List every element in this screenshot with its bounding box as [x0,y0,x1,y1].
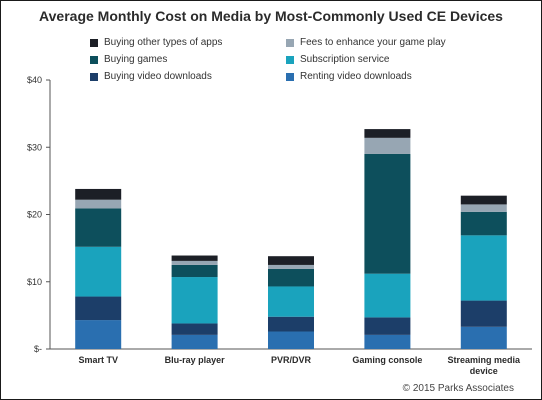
legend-label-buying-games: Buying games [104,54,168,65]
bar-gaming-console-subscription-service [364,273,411,318]
x-tick-label: Streaming media [448,355,522,365]
bar-pvr-dvr-renting-video-downloads [268,331,314,349]
bar-pvr-dvr-buying-other-types-of-apps [268,256,314,265]
bar-gaming-console-buying-other-types-of-apps [364,129,411,138]
legend-swatch-renting-video [286,72,294,81]
x-tick-label: Blu-ray player [165,355,226,365]
y-tick-label: $- [34,344,42,354]
bar-gaming-console-renting-video-downloads [364,334,411,349]
legend-label-subscription: Subscription service [300,54,390,65]
bar-blu-ray-player-renting-video-downloads [171,334,218,349]
bar-blu-ray-player-buying-video-downloads [171,323,218,335]
chart-title: Average Monthly Cost on Media by Most-Co… [39,8,503,24]
legend-item-other-apps: Buying other types of apps [90,36,222,49]
legend-item-renting-video: Renting video downloads [286,70,412,83]
bar-smart-tv-buying-video-downloads [75,296,122,321]
bar-blu-ray-player-buying-games [171,264,218,278]
bar-pvr-dvr-buying-video-downloads [268,316,314,332]
bar-gaming-console-fees-to-enhance-your-game-play [364,137,411,154]
bar-blu-ray-player-subscription-service [171,277,218,324]
bar-streaming-media-device-buying-games [460,211,507,236]
bar-smart-tv-renting-video-downloads [75,320,122,349]
x-tick-label: Gaming console [352,355,422,365]
legend-swatch-buying-video [90,72,98,81]
legend-swatch-buying-games [90,55,98,64]
bar-streaming-media-device-subscription-service [460,235,507,301]
bar-gaming-console-buying-games [364,153,411,274]
legend-label-game-fees: Fees to enhance your game play [300,37,446,48]
bar-smart-tv-buying-games [75,208,122,247]
source-credit: © 2015 Parks Associates [402,383,514,394]
legend-label-other-apps: Buying other types of apps [104,37,223,48]
bar-smart-tv-fees-to-enhance-your-game-play [75,199,122,209]
bar-smart-tv-buying-other-types-of-apps [75,188,122,200]
bar-streaming-media-device-buying-video-downloads [460,300,507,327]
legend-item-buying-games: Buying games [90,53,167,66]
y-tick-label: $10 [27,277,42,287]
bar-pvr-dvr-buying-games [268,268,314,287]
bar-gaming-console-buying-video-downloads [364,317,411,335]
bar-pvr-dvr-subscription-service [268,286,314,317]
bar-streaming-media-device-buying-other-types-of-apps [460,195,507,205]
legend-item-subscription: Subscription service [286,53,389,66]
y-tick-label: $30 [27,142,42,152]
y-tick-label: $40 [27,75,42,85]
legend-label-buying-video: Buying video downloads [104,71,212,82]
x-tick-label: device [470,366,498,376]
chart-legend: Buying other types of apps Fees to enhan… [90,36,510,84]
bar-smart-tv-subscription-service [75,246,122,297]
bar-blu-ray-player-buying-other-types-of-apps [171,255,218,261]
x-tick-label: PVR/DVR [271,355,312,365]
bar-blu-ray-player-fees-to-enhance-your-game-play [171,260,218,265]
y-tick-label: $20 [27,210,42,220]
x-tick-label: Smart TV [78,355,118,365]
legend-label-renting-video: Renting video downloads [300,71,412,82]
legend-item-game-fees: Fees to enhance your game play [286,36,446,49]
legend-swatch-game-fees [286,38,294,47]
bar-streaming-media-device-fees-to-enhance-your-game-play [460,204,507,212]
bar-streaming-media-device-renting-video-downloads [460,326,507,349]
bar-pvr-dvr-fees-to-enhance-your-game-play [268,264,314,269]
legend-swatch-other-apps [90,38,98,47]
legend-item-buying-video: Buying video downloads [90,70,212,83]
legend-swatch-subscription [286,55,294,64]
